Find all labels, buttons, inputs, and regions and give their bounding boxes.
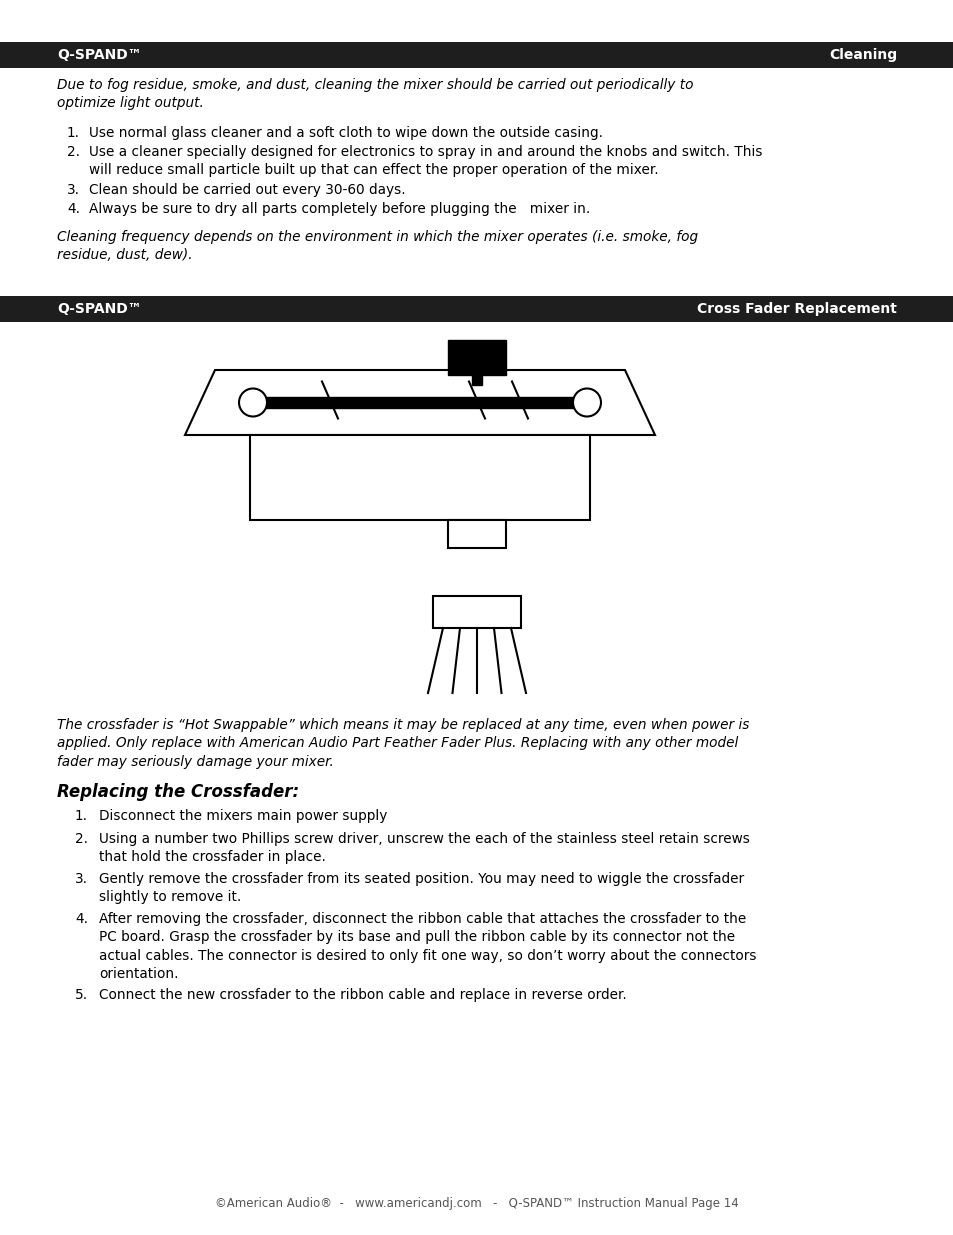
Text: Connect the new crossfader to the ribbon cable and replace in reverse order.: Connect the new crossfader to the ribbon… [99,988,626,1002]
Text: 3.: 3. [75,872,88,885]
Bar [250,435,589,520]
Text: The crossfader is “Hot Swappable” which means it may be replaced at any time, ev: The crossfader is “Hot Swappable” which … [57,718,749,769]
Text: Due to fog residue, smoke, and dust, cleaning the mixer should be carried out pe: Due to fog residue, smoke, and dust, cle… [57,78,693,110]
Text: 2.: 2. [75,832,88,846]
Text: Q-SPAND™: Q-SPAND™ [57,48,141,62]
Text: Replacing the Crossfader:: Replacing the Crossfader: [57,783,299,802]
Bar [0,296,953,322]
Text: Use a cleaner specially designed for electronics to spray in and around the knob: Use a cleaner specially designed for ele… [89,144,761,178]
Text: Q-SPAND™: Q-SPAND™ [57,303,141,316]
Bar [433,597,520,629]
Text: Always be sure to dry all parts completely before plugging the   mixer in.: Always be sure to dry all parts complete… [89,203,590,216]
Circle shape [573,389,600,416]
Text: Clean should be carried out every 30-60 days.: Clean should be carried out every 30-60 … [89,183,405,198]
Bar [265,396,579,408]
Text: Gently remove the crossfader from its seated position. You may need to wiggle th: Gently remove the crossfader from its se… [99,872,743,904]
Text: 4.: 4. [67,203,80,216]
Bar [448,520,505,548]
Text: 4.: 4. [75,911,88,926]
Text: Using a number two Phillips screw driver, unscrew the each of the stainless stee: Using a number two Phillips screw driver… [99,832,749,864]
Text: Use normal glass cleaner and a soft cloth to wipe down the outside casing.: Use normal glass cleaner and a soft clot… [89,126,602,140]
Text: 2.: 2. [67,144,80,159]
Text: 5.: 5. [75,988,88,1002]
Text: 1.: 1. [67,126,80,140]
Polygon shape [185,370,655,435]
Bar [0,42,953,68]
Text: Cleaning: Cleaning [828,48,896,62]
Text: Cleaning frequency depends on the environment in which the mixer operates (i.e. : Cleaning frequency depends on the enviro… [57,230,698,262]
Text: Cross Fader Replacement: Cross Fader Replacement [697,303,896,316]
Text: ©American Audio®  -   www.americandj.com   -   Q-SPAND™ Instruction Manual Page : ©American Audio® - www.americandj.com - … [214,1197,739,1210]
Bar [448,340,505,375]
Text: 3.: 3. [67,183,80,198]
Circle shape [239,389,267,416]
Text: 1.: 1. [75,809,88,823]
Text: After removing the crossfader, disconnect the ribbon cable that attaches the cro: After removing the crossfader, disconnec… [99,911,756,981]
Bar [472,375,481,385]
Text: Disconnect the mixers main power supply: Disconnect the mixers main power supply [99,809,387,823]
